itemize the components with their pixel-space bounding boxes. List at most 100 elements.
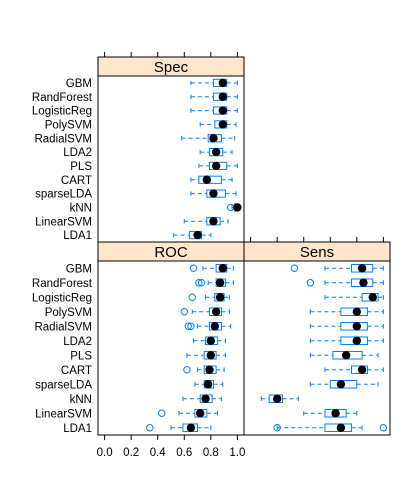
category-label-roc-linearsvm: LinearSVM bbox=[35, 408, 92, 420]
sens-lda1-box bbox=[324, 423, 353, 433]
roc-radialsvm-outlier-1 bbox=[187, 322, 195, 330]
panel-spec: Spec bbox=[97, 52, 245, 243]
category-label-roc-gbm: GBM bbox=[66, 263, 92, 275]
spec-polysvm-median bbox=[218, 120, 227, 129]
spec-cart-median bbox=[202, 175, 212, 184]
spec-lda1-median bbox=[193, 230, 202, 240]
spec-linearsvm-median bbox=[209, 217, 218, 226]
roc-randforest-outlier-0 bbox=[195, 279, 203, 287]
roc-radialsvm-median bbox=[210, 322, 219, 331]
spec-randforest-median bbox=[218, 92, 227, 101]
roc-sparselda-median bbox=[203, 380, 213, 389]
x-tick-label-0: 0.0 bbox=[97, 447, 113, 459]
panel-sens: Sens bbox=[243, 237, 391, 436]
category-label-spec-logisticreg: LogisticReg bbox=[32, 106, 92, 118]
spec-cart-box bbox=[198, 175, 222, 184]
x-tick-label-2: 0.4 bbox=[150, 447, 167, 459]
x-tick-label-3: 0.6 bbox=[176, 447, 192, 459]
sens-cart-median bbox=[357, 365, 367, 374]
sens-lda2-box bbox=[340, 336, 368, 346]
category-label-spec-pls: PLS bbox=[70, 161, 92, 173]
roc-randforest-outlier-1 bbox=[197, 279, 206, 287]
panel-frame-roc bbox=[97, 260, 245, 436]
sens-polysvm-box bbox=[340, 307, 368, 317]
category-label-roc-polysvm: PolySVM bbox=[45, 307, 92, 319]
sens-lda1-median bbox=[336, 423, 346, 432]
category-label-spec-polysvm: PolySVM bbox=[45, 119, 92, 131]
roc-randforest-median bbox=[215, 278, 225, 287]
sens-gbm-median bbox=[357, 264, 367, 273]
category-label-roc-knn: kNN bbox=[70, 394, 92, 406]
roc-cart-median bbox=[205, 365, 214, 374]
category-label-spec-lda1: LDA1 bbox=[63, 230, 92, 242]
category-label-spec-randforest: RandForest bbox=[32, 92, 93, 104]
strip-label-sens: Sens bbox=[300, 244, 334, 261]
category-labels-roc: GBM RandForest LogisticReg PolySVM RadialSVM… bbox=[32, 263, 93, 435]
sens-polysvm-median bbox=[352, 307, 362, 316]
marks-roc bbox=[146, 263, 234, 433]
spec-radialsvm-median bbox=[209, 134, 218, 143]
roc-linearsvm-median bbox=[196, 409, 205, 418]
sens-randforest-median bbox=[359, 278, 368, 287]
sens-logisticreg-median bbox=[368, 293, 377, 302]
roc-polysvm-outlier-0 bbox=[180, 308, 188, 316]
roc-gbm-median bbox=[218, 264, 227, 273]
roc-lda1-median bbox=[186, 423, 196, 432]
sens-lda2-median bbox=[352, 336, 362, 345]
roc-logisticreg-median bbox=[215, 293, 225, 302]
panel-frame-sens bbox=[243, 260, 391, 436]
roc-linearsvm-outlier-0 bbox=[158, 409, 166, 417]
category-label-roc-lda2: LDA2 bbox=[63, 336, 92, 348]
spec-gbm-median bbox=[218, 78, 227, 88]
spec-sparselda-median bbox=[209, 189, 218, 198]
roc-knn-median bbox=[201, 394, 210, 403]
category-label-roc-randforest: RandForest bbox=[32, 278, 93, 290]
roc-lda2-median bbox=[206, 336, 216, 345]
roc-logisticreg-outlier-0 bbox=[188, 293, 196, 301]
x-tick-label-5: 1.0 bbox=[229, 447, 245, 459]
strip-label-roc: ROC bbox=[154, 244, 188, 261]
sens-randforest-outlier-0 bbox=[306, 279, 315, 287]
sens-gbm-outlier-0 bbox=[290, 264, 299, 272]
category-label-roc-cart: CART bbox=[61, 365, 92, 377]
sens-sparselda-median bbox=[336, 380, 346, 389]
category-label-spec-radialsvm: RadialSVM bbox=[34, 133, 92, 145]
sens-lda1-outlier-0 bbox=[273, 424, 281, 432]
spec-knn-median bbox=[233, 203, 242, 212]
roc-lda1-outlier-0 bbox=[146, 424, 154, 432]
category-label-roc-pls: PLS bbox=[70, 350, 92, 362]
x-tick-label-4: 0.8 bbox=[203, 447, 219, 459]
spec-logisticreg-median bbox=[218, 106, 227, 115]
category-label-roc-sparselda: sparseLDA bbox=[35, 379, 92, 391]
marks-sens bbox=[250, 237, 388, 433]
category-label-roc-radialsvm: RadialSVM bbox=[34, 321, 92, 333]
panel-roc: ROC bbox=[97, 241, 245, 436]
roc-radialsvm-outlier-0 bbox=[184, 322, 192, 330]
sens-radialsvm-median bbox=[352, 322, 362, 331]
roc-gbm-outlier-0 bbox=[189, 264, 198, 272]
roc-polysvm-median bbox=[211, 307, 221, 316]
category-label-roc-logisticreg: LogisticReg bbox=[32, 292, 92, 304]
sens-logisticreg-box bbox=[361, 292, 379, 302]
sens-linearsvm-median bbox=[331, 409, 340, 418]
category-label-roc-lda1: LDA1 bbox=[63, 423, 92, 435]
category-label-spec-cart: CART bbox=[61, 175, 92, 187]
roc-cart-outlier-0 bbox=[183, 366, 191, 374]
roc-pls-median bbox=[206, 351, 216, 360]
sens-knn-median bbox=[272, 394, 282, 403]
panel-frame-spec bbox=[97, 75, 245, 243]
sens-pls-median bbox=[342, 351, 351, 360]
spec-pls-median bbox=[211, 161, 221, 171]
category-label-spec-linearsvm: LinearSVM bbox=[35, 216, 92, 228]
spec-sparselda-box bbox=[206, 189, 226, 198]
category-label-spec-sparselda: sparseLDA bbox=[35, 189, 92, 201]
sens-radialsvm-box bbox=[340, 321, 368, 331]
spec-lda2-median bbox=[211, 147, 221, 157]
axis-ticks: 0.0 0.2 0.4 0.6 0.8 1.0 bbox=[97, 435, 245, 459]
category-label-spec-knn: kNN bbox=[70, 202, 92, 214]
x-tick-label-1: 0.2 bbox=[123, 447, 139, 459]
sens-lda1-outlier-1 bbox=[379, 424, 388, 432]
category-label-spec-lda2: LDA2 bbox=[63, 147, 92, 159]
